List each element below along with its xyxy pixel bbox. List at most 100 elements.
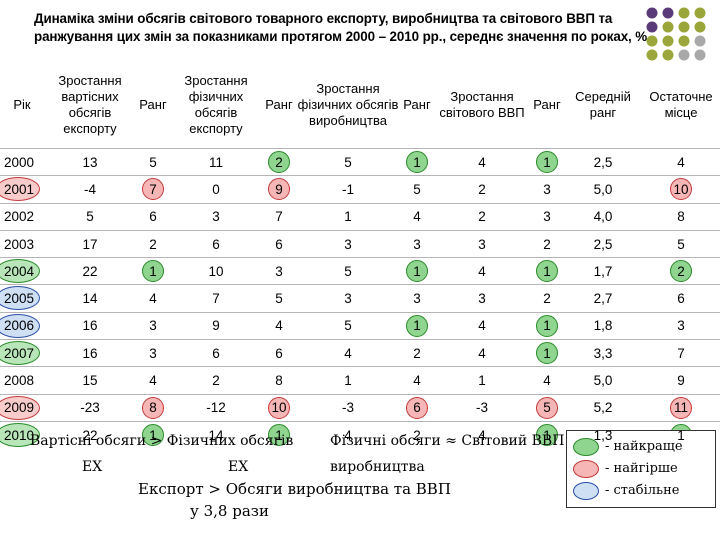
cell-value: 4 (275, 318, 283, 334)
table-cell: 5,0 (564, 176, 642, 203)
note-mid-line1: Фізичні обсяги ≈ Світовий ВВП (330, 433, 565, 449)
table-cell: 7 (136, 176, 170, 203)
cell-value: 5 (149, 154, 157, 170)
cell-value: 16 (82, 345, 98, 361)
year-cell: 2010 (0, 421, 44, 448)
table-cell: 5,0 (564, 367, 642, 394)
column-header: Ранг (265, 97, 293, 112)
table-cell: 4 (262, 312, 296, 339)
cell-value: 4 (344, 345, 352, 361)
cell-value: 1 (275, 427, 283, 443)
table-cell: 2,5 (564, 230, 642, 257)
column-header: Рік (13, 97, 31, 112)
cell-value: 6 (212, 236, 220, 252)
cell-value: 10 (673, 181, 689, 197)
decor-dot (662, 35, 674, 47)
table-cell: 3 (136, 312, 170, 339)
table-cell: 3 (642, 312, 720, 339)
cell-value: 2 (543, 236, 551, 252)
cell-value: 0 (212, 181, 220, 197)
year-label: 2009 (4, 400, 35, 416)
year-label: 2000 (4, 154, 35, 170)
cell-value: 11 (673, 400, 688, 416)
rank-highlight-worst (670, 396, 692, 419)
table-cell: 9 (170, 312, 262, 339)
table-cell: 4 (434, 421, 530, 448)
table-cell: 4 (296, 340, 400, 367)
table-cell: 5 (530, 394, 564, 421)
table-cell: 22 (44, 421, 136, 448)
cell-value: 1,8 (593, 318, 613, 334)
table-row: 2002 5 6 3 7 1 4 2 3 4,0 8 (0, 203, 720, 230)
table-cell: 1 (296, 367, 400, 394)
decor-dot (678, 7, 690, 19)
table-cell: 6 (170, 340, 262, 367)
decor-dot (646, 21, 658, 33)
cell-value: 14 (208, 427, 224, 443)
cell-value: 4 (149, 291, 157, 307)
cell-value: 4 (478, 427, 486, 443)
cell-value: 3 (543, 181, 551, 197)
cell-value: 3 (212, 209, 220, 225)
year-highlight-best (0, 259, 40, 284)
table-cell: 5 (296, 312, 400, 339)
table-row: 2006 16 3 9 4 5 1 4 1 1,8 3 (0, 312, 720, 339)
cell-value: 6 (149, 209, 157, 225)
table-cell: 4 (434, 312, 530, 339)
table-cell: 9 (642, 367, 720, 394)
cell-value: -12 (206, 400, 226, 416)
table-cell: 2 (434, 176, 530, 203)
table-cell: 6 (400, 394, 434, 421)
table-cell: 1,3 (564, 421, 642, 448)
table-cell: 4 (136, 285, 170, 312)
year-cell: 2003 (0, 230, 44, 257)
table-cell: 1 (400, 312, 434, 339)
table-cell: 5 (44, 203, 136, 230)
legend-label: - стабільне (605, 483, 680, 498)
year-cell: 2004 (0, 258, 44, 285)
cell-value: 5,0 (593, 181, 613, 197)
rank-highlight-best (536, 424, 558, 447)
year-label: 2006 (4, 318, 35, 334)
year-label: 2005 (4, 291, 35, 307)
table-cell: -1 (296, 176, 400, 203)
cell-value: 4 (478, 154, 486, 170)
note-left-ex2: ЕХ (228, 459, 249, 475)
table-row: 2000 13 5 11 2 5 1 4 1 2,5 4 (0, 148, 720, 176)
table-cell: 4 (530, 367, 564, 394)
table-cell: 5 (296, 258, 400, 285)
cell-value: 5 (344, 318, 352, 334)
cell-value: 2 (413, 345, 421, 361)
table-cell: 3 (434, 285, 530, 312)
year-highlight-best (0, 422, 40, 447)
table-cell: 6 (136, 203, 170, 230)
cell-value: 3 (478, 236, 486, 252)
table-cell: 6 (170, 230, 262, 257)
rank-highlight-worst (142, 178, 164, 201)
rank-highlight-best (406, 260, 428, 283)
cell-value: 7 (212, 291, 220, 307)
year-cell: 2001 (0, 176, 44, 203)
decor-dot (646, 49, 658, 61)
cell-value: 3 (543, 209, 551, 225)
rank-highlight-best (406, 314, 428, 337)
cell-value: 2,5 (593, 236, 613, 252)
column-header: Середній ранг (575, 89, 631, 120)
legend-label: - найкраще (605, 439, 683, 454)
cell-value: 1 (344, 209, 352, 225)
column-header: Зростання фізичних обсягів експорту (184, 73, 248, 136)
table-cell: 1 (296, 203, 400, 230)
table-cell: 11 (642, 394, 720, 421)
decor-dot (694, 21, 706, 33)
cell-value: 16 (82, 318, 98, 334)
table-cell: 2 (642, 258, 720, 285)
year-highlight-best (0, 341, 40, 366)
table-cell: 11 (170, 149, 262, 176)
cell-value: 7 (677, 345, 685, 361)
table-cell: 8 (642, 203, 720, 230)
table-cell: 2,7 (564, 285, 642, 312)
legend-label: - найгірше (605, 461, 678, 476)
rank-highlight-best (536, 342, 558, 365)
table-cell: 3 (296, 285, 400, 312)
cell-value: 3 (344, 236, 352, 252)
